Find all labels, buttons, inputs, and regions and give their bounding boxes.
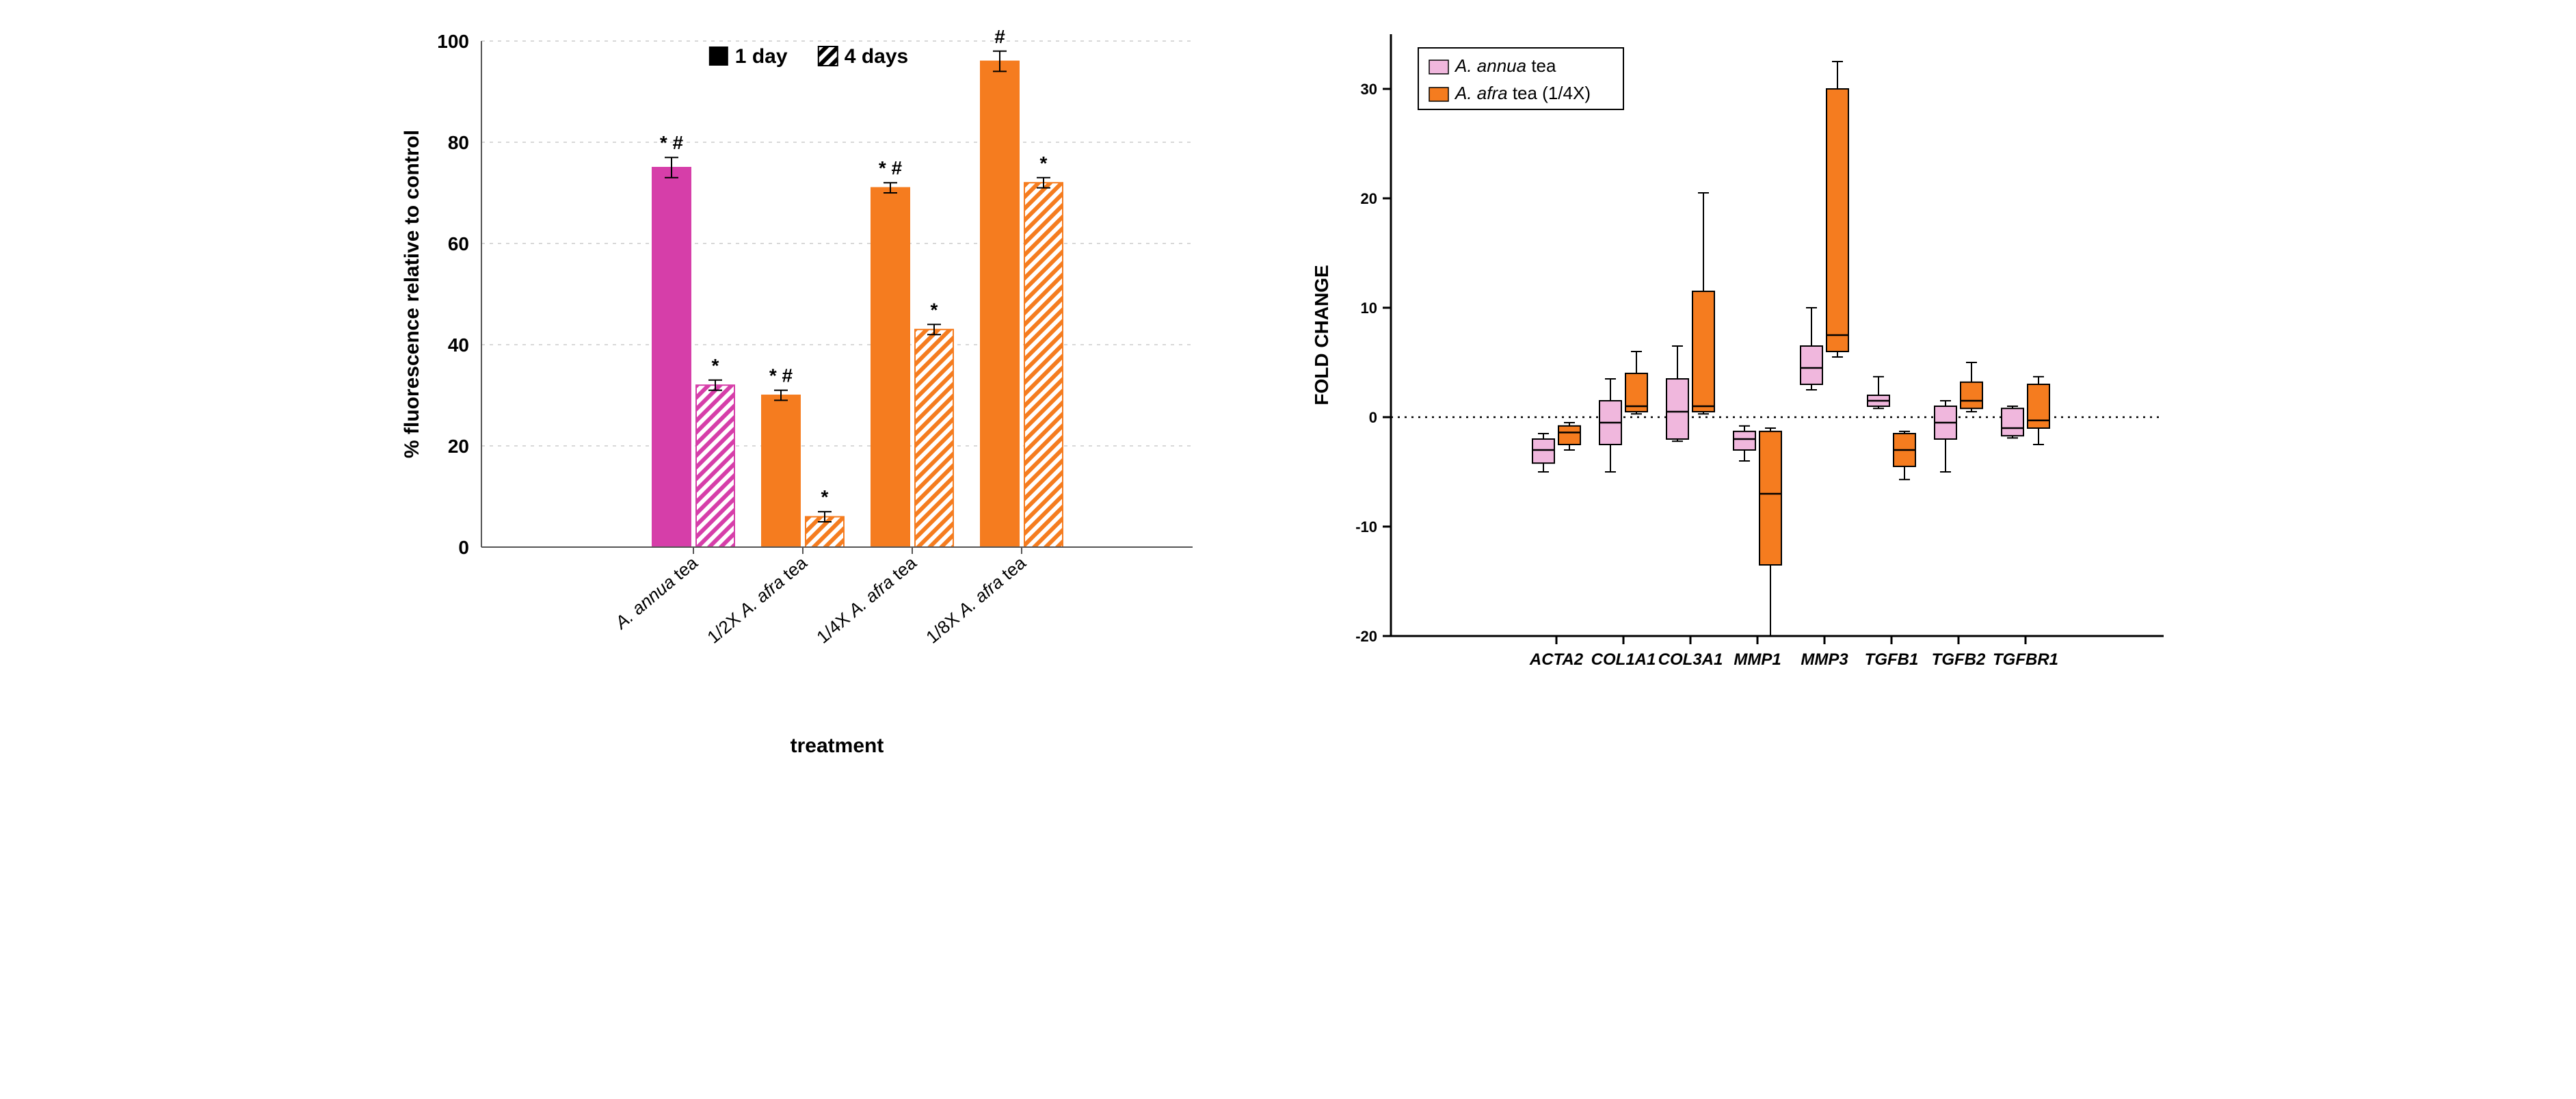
legend-label: A. annua tea [1454, 55, 1556, 76]
legend-swatch [1429, 60, 1448, 74]
box-chart-container: -20 -10 0 10 20 30 ACTA2 COL1A1COL3A1 MMP1 MMP3 TG… [1295, 14, 2184, 766]
bar-chart-svg: 020406080100* #** #** #*#*A. annua tea1/… [393, 14, 1213, 766]
gene-label: COL3A1 [1658, 650, 1723, 669]
significance-mark: * [1039, 153, 1047, 174]
bar [915, 330, 953, 547]
gene-label: TGFB2 [1931, 650, 1985, 669]
x-category-label: 1/2X A. afra tea [703, 552, 811, 647]
significance-mark: # [994, 26, 1005, 47]
legend-swatch [1429, 88, 1448, 101]
x-category-label: 1/8X A. afra tea [922, 552, 1030, 647]
significance-mark: * [930, 299, 938, 320]
gene-label: MMP1 [1734, 650, 1781, 669]
gene-label: COL1A1 [1591, 650, 1656, 669]
y-tick-label: 10 [1360, 300, 1377, 317]
x-axis-label: treatment [790, 734, 884, 757]
y-tick-label: 30 [1360, 81, 1377, 98]
y-tick-label: -20 [1355, 628, 1377, 645]
y-tick-label: 40 [447, 334, 468, 356]
significance-mark: * # [769, 365, 793, 386]
bar [762, 395, 800, 547]
bar [696, 385, 734, 547]
bar-chart-container: 020406080100* #** #** #*#*A. annua tea1/… [393, 14, 1213, 766]
gene-label: TGFBR1 [1993, 650, 2058, 669]
box [1532, 439, 1554, 463]
y-tick-label: 100 [437, 31, 469, 52]
y-tick-label: 20 [447, 436, 468, 457]
box [1961, 382, 1982, 408]
x-category-label: 1/4X A. afra tea [812, 552, 920, 647]
box [1734, 432, 1755, 450]
y-tick-label: -10 [1355, 518, 1377, 535]
y-tick-label: 20 [1360, 190, 1377, 207]
x-category-label: A. annua tea [610, 552, 702, 633]
y-tick-label: 80 [447, 132, 468, 153]
y-axis-label: % fluorescence relative to control [401, 130, 423, 458]
box [1667, 379, 1688, 439]
y-tick-label: 0 [458, 537, 469, 558]
significance-mark: * # [878, 157, 902, 178]
legend-label: 1 day [734, 45, 787, 68]
gene-label: MMP3 [1801, 650, 1848, 669]
box [1760, 432, 1781, 565]
significance-mark: * [711, 355, 719, 376]
bar [981, 62, 1019, 547]
legend-swatch-hatched [818, 47, 837, 66]
legend-label: 4 days [844, 45, 907, 68]
bar [871, 188, 909, 547]
legend-swatch-solid [708, 47, 728, 66]
y-axis-label: FOLD CHANGE [1311, 265, 1332, 405]
y-tick-label: 60 [447, 233, 468, 254]
box [1801, 346, 1822, 384]
bar [1024, 183, 1063, 547]
gene-label: ACTA2 [1528, 650, 1583, 669]
significance-mark: * [821, 486, 828, 507]
bar [652, 168, 691, 547]
legend-label: A. afra tea (1/4X) [1454, 83, 1591, 103]
box-chart-svg: -20 -10 0 10 20 30 ACTA2 COL1A1COL3A1 MMP1 MMP3 TG… [1295, 14, 2184, 698]
box [1692, 291, 1714, 412]
significance-mark: * # [659, 132, 683, 153]
box [1827, 89, 1848, 352]
box [2002, 408, 2023, 436]
y-tick-label: 0 [1368, 409, 1377, 426]
gene-label: TGFB1 [1864, 650, 1918, 669]
box [1558, 426, 1580, 445]
box [2028, 384, 2049, 428]
